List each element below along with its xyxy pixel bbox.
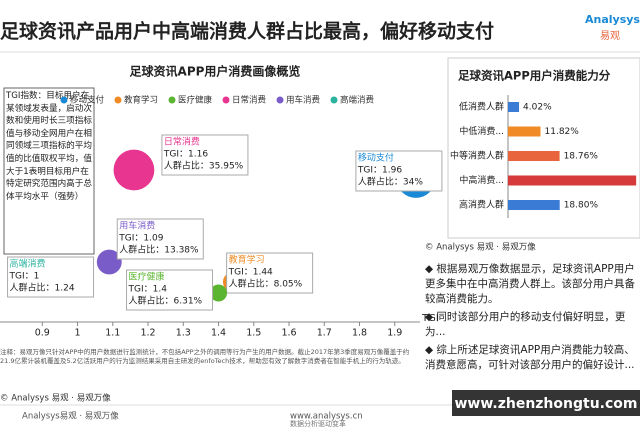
footer-left: Analysys易观 · 易观万像 [22, 411, 119, 422]
label-share: 人群占比：35.95% [164, 160, 244, 172]
label-tgi: TGI：1.16 [163, 150, 208, 160]
value-label: 18.76% [564, 152, 599, 162]
x-tick-label: 0.9 [35, 328, 50, 339]
bullets: ◆ 根据易观万像数据显示，足球资讯APP用户更多集中在中高消费人群上。该部分用户… [425, 263, 635, 371]
bubble [96, 249, 122, 275]
footer-center: www.analysys.cn [290, 412, 363, 422]
legend-swatch [222, 96, 230, 104]
value-label: 4.02% [523, 103, 552, 113]
source: © Analysys 易观 · 易观万像 [0, 393, 111, 404]
legend-label: 用车消费 [286, 95, 321, 106]
bar [508, 126, 541, 137]
label-share: 人群占比：34% [358, 176, 423, 188]
value-label: 18.80% [564, 201, 599, 211]
label-box [355, 150, 443, 192]
label-name: 高端消费 [10, 258, 46, 270]
label-tgi: TGI：1.44 [228, 268, 273, 278]
x-tick-label: 1.6 [281, 328, 296, 339]
chart-title: 足球资讯APP用户消费画像概览 [130, 64, 301, 79]
x-tick-label: 1.8 [352, 328, 367, 339]
bar [508, 151, 560, 161]
slide-title: 足球资讯产品用户中高端消费人群占比最高，偏好移动支付 [0, 20, 494, 43]
bar [508, 102, 520, 112]
label-name: 移动支付 [358, 152, 394, 164]
label-tgi: TGI：1.4 [128, 285, 168, 295]
watermark: www.zhenzhongtu.com [454, 396, 637, 412]
x-tick-label: 1.9 [387, 328, 402, 339]
legend-label: 移动支付 [70, 95, 105, 106]
x-tick-label: 1.5 [246, 328, 261, 339]
label-box [226, 252, 314, 294]
bullet: ◆ 根据易观万像数据显示，足球资讯APP用户更多集中在中高消费人群上。该部分用户… [425, 263, 635, 305]
bubble [209, 284, 228, 302]
note: TGI指数：目标用户在某领域发表量，启动次数和使用时长三项指标值与移动全网用户在… [6, 91, 92, 202]
bar [508, 200, 560, 210]
label-name: 医疗健康 [129, 271, 165, 283]
label-share: 人群占比：13.38% [119, 244, 199, 256]
label-name: 用车消费 [119, 220, 155, 232]
footnote: 注释：易观万像只针对APP中的用户数据进行监测统计，不包括APP之外的调用等行为… [0, 348, 410, 365]
x-tick-label: 1.1 [105, 328, 120, 339]
x-tick-label: 1.7 [317, 328, 332, 339]
legend-label: 高端消费 [340, 95, 375, 106]
label-box [161, 134, 249, 176]
label-share: 人群占比：6.31% [129, 295, 203, 307]
label-box [7, 256, 95, 298]
legend-label: 日常消费 [232, 95, 267, 106]
logo: Analysys [585, 13, 640, 26]
note-box [3, 87, 95, 255]
logo-sub: 易观 [600, 30, 620, 42]
label-share: 人群占比：8.05% [229, 278, 303, 290]
label-name: 教育学习 [229, 254, 265, 266]
footnote-text: 注释：易观万像只针对APP中的用户数据进行监测统计，不包括APP之外的调用等行为… [0, 348, 410, 365]
watermark-bg [452, 390, 640, 416]
bullet: ◆ 综上所述足球资讯APP用户消费能力较高、消费意愿高，可针对该部分用户的偏好设… [425, 344, 635, 371]
legend-swatch [114, 96, 122, 104]
y-tick-label: 中等消费人群 [450, 150, 504, 162]
value-label: 11.82% [545, 127, 580, 137]
label-tgi: TGI：1.09 [118, 234, 163, 244]
label-share: 人群占比：1.24 [10, 282, 75, 294]
y-tick-label: 高消费人群 [459, 199, 504, 211]
note-text: TGI指数：目标用户在某领域发表量，启动次数和使用时长三项指标值与移动全网用户在… [6, 91, 92, 202]
label-box [126, 269, 214, 311]
x-tick-label: 1 [75, 328, 81, 339]
footer-slogan: 数据分析驱动变革 [290, 419, 346, 427]
x-tick-label: 1.2 [140, 328, 155, 339]
source: © Analysys 易观 · 易观万像 [425, 242, 536, 253]
label-name: 日常消费 [164, 136, 200, 148]
chart-title: 足球资讯APP用户消费能力分 [458, 69, 611, 83]
legend-label: 教育学习 [124, 95, 158, 106]
bubble [113, 149, 155, 191]
y-tick-label: 中低消费... [459, 125, 504, 137]
legend-label: 医疗健康 [178, 95, 213, 106]
label-tgi: TGI：1.96 [357, 166, 402, 176]
panel [447, 57, 640, 239]
legend-swatch [60, 96, 68, 104]
x-tick-label: 1.3 [176, 328, 191, 339]
bar [508, 175, 637, 186]
label-box [116, 218, 204, 260]
y-tick-label: 中高消费... [459, 174, 504, 186]
bullet: ◆ 同时该部分用户的移动支付偏好明显，更为... [425, 311, 626, 338]
y-tick-label: 低消费人群 [459, 101, 504, 113]
label-tgi: TGI：1 [9, 272, 40, 282]
legend-swatch [276, 96, 284, 104]
x-tick-label: 1.4 [211, 328, 226, 339]
x-axis-label: TGI [421, 313, 439, 324]
legend-swatch [330, 96, 338, 104]
legend-swatch [168, 96, 176, 104]
